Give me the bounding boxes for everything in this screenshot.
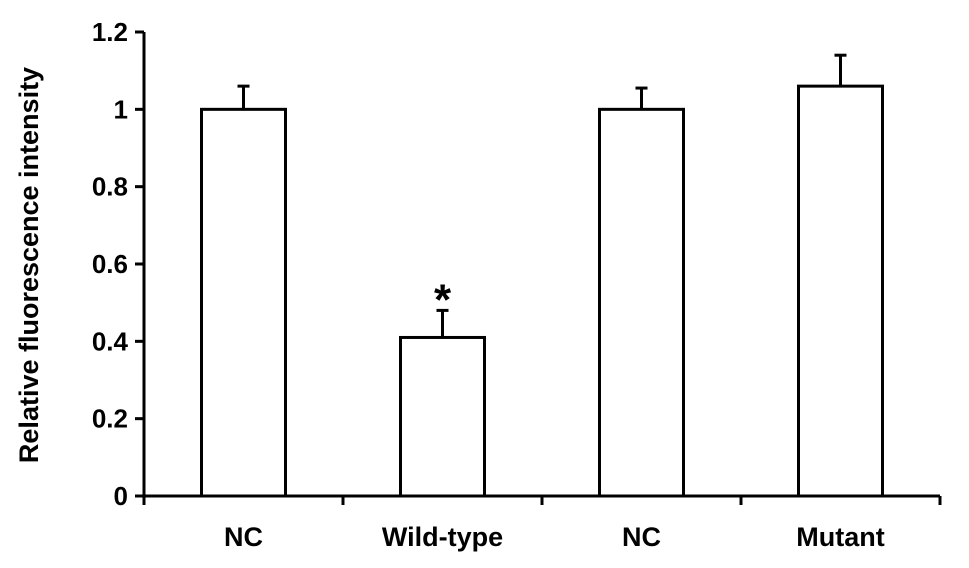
bars: * xyxy=(200,53,884,498)
y-tick-label: 1.2 xyxy=(92,17,128,47)
x-axis: NC Wild-type NC Mutant xyxy=(142,494,942,552)
x-tick-label: Wild-type xyxy=(382,522,503,552)
bar xyxy=(598,107,685,498)
y-tick-label: 0.8 xyxy=(92,172,128,202)
bar xyxy=(399,335,486,498)
x-tick-label: NC xyxy=(622,522,661,552)
x-tick-label: Mutant xyxy=(796,522,884,552)
y-tick-label: 0.6 xyxy=(92,249,128,279)
bar xyxy=(797,84,884,498)
y-tick-label: 0 xyxy=(114,481,128,511)
y-axis: 0 0.2 0.4 0.6 0.8 1 1.2 xyxy=(92,17,146,511)
y-tick-label: 0.4 xyxy=(92,326,129,356)
y-axis-label: Relative fluorescence intensity xyxy=(14,67,44,463)
x-tick-label: NC xyxy=(224,522,263,552)
y-tick-label: 1 xyxy=(114,94,128,124)
y-tick-label: 0.2 xyxy=(92,404,128,434)
bar xyxy=(200,107,287,498)
significance-asterisk: * xyxy=(434,275,452,324)
